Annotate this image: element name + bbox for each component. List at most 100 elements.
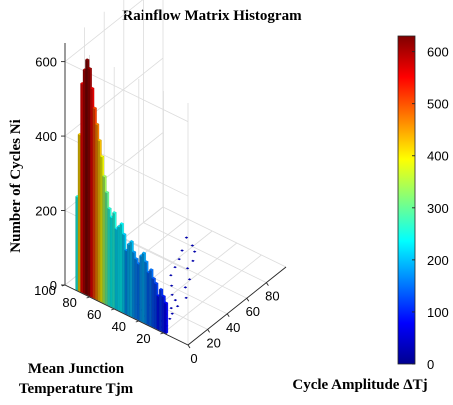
bar-side-face	[97, 139, 101, 302]
y-tick-mark	[160, 332, 164, 335]
bar-top-face	[90, 86, 95, 90]
bar-side-face	[90, 87, 93, 299]
bar-side-face	[151, 278, 155, 329]
scatter-cell	[168, 317, 172, 320]
bar-top-face	[112, 211, 117, 214]
bar-top-face	[97, 138, 102, 142]
bar-side-face	[134, 258, 137, 320]
bar-side-face	[104, 191, 108, 306]
scatter-cell	[191, 259, 195, 262]
bar	[163, 301, 169, 335]
bar-top-face	[144, 260, 149, 263]
bar-top-face	[154, 281, 159, 285]
x-tick-label: 80	[265, 289, 279, 304]
bar-side-face	[139, 255, 142, 323]
bar-side-face	[114, 228, 118, 311]
scatter-cell	[175, 305, 180, 308]
floor-grid-line	[143, 222, 267, 283]
y-tick-label: 80	[62, 295, 76, 310]
scatter-cell	[180, 249, 184, 252]
bar-side-face	[87, 68, 91, 297]
bar-side-face	[102, 175, 106, 305]
y-tick-mark	[135, 320, 139, 323]
y-tick-label: 100	[34, 283, 56, 298]
z-tick-label: 0	[50, 278, 57, 293]
colorbar-ticks: 0 100 200 300 400 500 600	[412, 45, 449, 372]
z-tick-label: 600	[35, 55, 57, 70]
bar-side-face	[112, 212, 115, 309]
x-tick-label: 60	[246, 304, 260, 319]
colorbar-tick-label: 200	[427, 253, 449, 268]
bar-side-face	[159, 289, 162, 332]
bar-top-face	[85, 58, 90, 62]
colorbar-tick-label: 0	[427, 357, 434, 372]
bar-top-face	[92, 106, 97, 110]
x-tick-label: 40	[226, 320, 240, 335]
bar-side-face	[122, 233, 125, 314]
bar-top-face	[107, 206, 112, 210]
y-tick-label: 60	[87, 307, 101, 322]
scatter-cell	[173, 266, 177, 269]
bar-side-face	[82, 69, 86, 295]
colorbar-tick-label: 400	[427, 149, 449, 164]
floor-grid-line	[163, 254, 262, 334]
bar-side-face	[156, 295, 160, 331]
bar-side-face	[124, 249, 128, 315]
colorbar-tick-label: 100	[427, 305, 449, 320]
axes	[64, 43, 287, 346]
bar-side-face	[141, 252, 145, 324]
scatter-cell	[183, 286, 188, 289]
scatter-cell	[184, 236, 189, 239]
z-tick-label: 200	[35, 204, 57, 219]
bar-side-face	[85, 59, 88, 296]
z-axis-label: Number of Cycles Ni	[8, 119, 24, 252]
colorbar-tick-label: 600	[427, 45, 449, 60]
bar-top-face	[151, 276, 156, 280]
bar-side-face	[117, 225, 120, 312]
bar-top-face	[129, 240, 134, 243]
bar-top-face	[163, 301, 169, 305]
bar-top-face	[119, 222, 124, 225]
scatter-cell	[190, 244, 195, 247]
bar-side-face	[80, 83, 83, 294]
bar-top-face	[158, 287, 164, 291]
colorbar	[397, 35, 416, 365]
scatter-cell	[184, 296, 188, 299]
bar-side-face	[109, 216, 113, 308]
bar-front-face	[166, 302, 169, 335]
bar-top-face	[141, 251, 147, 255]
bar-side-face	[161, 295, 165, 333]
bar-top-face	[102, 174, 107, 178]
bar-side-face	[146, 271, 150, 326]
y-tick-label: 20	[136, 331, 150, 346]
bar-side-face	[77, 134, 81, 293]
x-tick-label: 20	[206, 335, 220, 350]
bar-side-face	[163, 302, 167, 335]
bar-side-face	[92, 107, 96, 300]
bar-side-face	[127, 243, 130, 317]
bar-top-face	[122, 232, 127, 236]
bar-side-face	[129, 241, 133, 318]
x-axis-line	[187, 266, 287, 346]
scatter-cell	[177, 258, 181, 261]
bar-side-face	[149, 269, 152, 327]
floor-grid-line	[162, 206, 287, 268]
colorbar-tick-label: 300	[427, 201, 449, 216]
bar-top-face	[87, 67, 92, 70]
bar-top-face	[161, 294, 166, 298]
bar-top-face	[149, 268, 154, 271]
bar-side-face	[75, 196, 78, 291]
x-tick-mark	[266, 282, 269, 286]
bar-top-face	[99, 154, 105, 158]
x-tick-label: 0	[190, 351, 197, 366]
bar-side-face	[119, 223, 123, 313]
scatter-cell	[170, 312, 174, 315]
scatter-cell	[169, 284, 174, 287]
floor-grid-line	[123, 237, 247, 299]
bar-top-face	[134, 257, 139, 260]
scatter-cell	[192, 250, 197, 253]
scatter-cell	[170, 293, 174, 296]
chart-title: Rainflow Matrix Histogram	[122, 8, 302, 24]
scatter-cell	[169, 307, 173, 310]
